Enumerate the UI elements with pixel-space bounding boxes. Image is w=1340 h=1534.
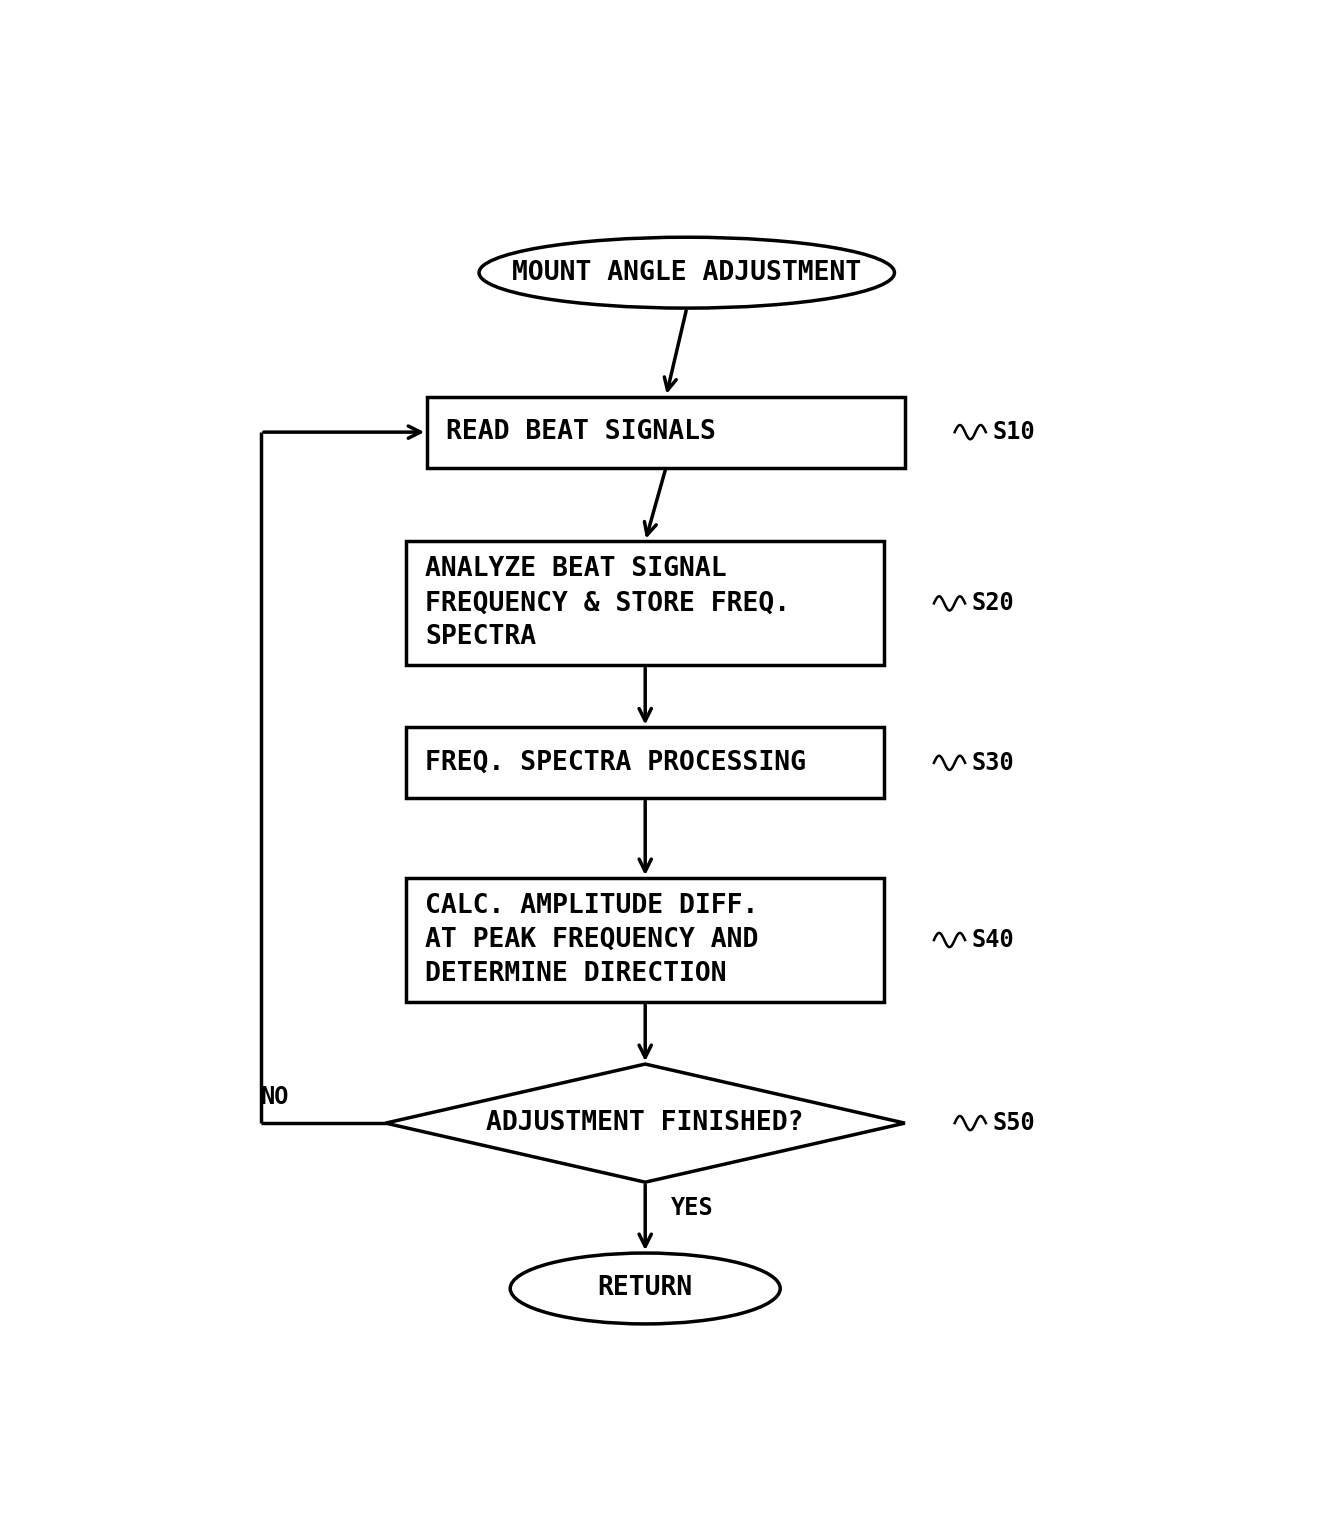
Text: RETURN: RETURN [598, 1275, 693, 1301]
Text: ANALYZE BEAT SIGNAL
FREQUENCY & STORE FREQ.
SPECTRA: ANALYZE BEAT SIGNAL FREQUENCY & STORE FR… [425, 557, 791, 650]
Text: S30: S30 [972, 750, 1014, 775]
Bar [427, 397, 904, 468]
Bar [406, 877, 884, 1002]
Text: NO: NO [261, 1085, 289, 1109]
Text: S20: S20 [972, 592, 1014, 615]
Text: YES: YES [671, 1197, 714, 1221]
Text: S40: S40 [972, 928, 1014, 953]
Text: READ BEAT SIGNALS: READ BEAT SIGNALS [446, 419, 716, 445]
Text: S50: S50 [992, 1111, 1034, 1135]
Bar [406, 542, 884, 666]
Text: ADJUSTMENT FINISHED?: ADJUSTMENT FINISHED? [486, 1111, 804, 1137]
Bar [406, 727, 884, 798]
Text: S10: S10 [992, 420, 1034, 445]
Text: FREQ. SPECTRA PROCESSING: FREQ. SPECTRA PROCESSING [425, 750, 807, 776]
Text: MOUNT ANGLE ADJUSTMENT: MOUNT ANGLE ADJUSTMENT [512, 259, 862, 285]
Text: CALC. AMPLITUDE DIFF.
AT PEAK FREQUENCY AND
DETERMINE DIRECTION: CALC. AMPLITUDE DIFF. AT PEAK FREQUENCY … [425, 893, 758, 986]
